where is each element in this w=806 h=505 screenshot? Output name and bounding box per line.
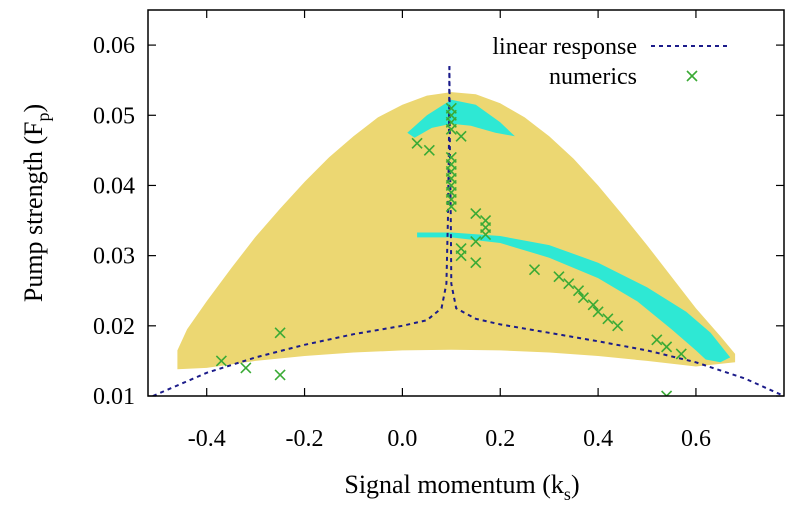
numerics-point: [423, 144, 435, 156]
numerics-point: [602, 313, 614, 325]
numerics-point: [675, 348, 687, 360]
cyan-lower-region: [417, 232, 731, 363]
numerics-point: [445, 123, 457, 135]
y-axis-title: Pump strength (Fp): [19, 104, 53, 302]
ticks-layer: -0.4 -0.2 0.0 0.2 0.4 0.6 0.01 0.02 0.03 0.04 0.05…: [93, 10, 784, 452]
numerics-point: [528, 264, 541, 276]
y-axis-title-sub: p: [33, 113, 53, 122]
numerics-point: [455, 130, 467, 142]
numerics-point: [445, 200, 457, 213]
numerics-point: [563, 278, 575, 290]
x-tick-label: 0.4: [583, 426, 613, 452]
x-axis-title: Signal momentum (ks): [344, 470, 579, 504]
y-tick-label: 0.01: [93, 384, 135, 410]
linear-response-line-1: [448, 66, 784, 396]
x-axis-title-sub: s: [564, 484, 571, 504]
legend: linear response numerics: [492, 34, 731, 90]
plot-frame: [147, 9, 785, 397]
numerics-point: [577, 292, 589, 304]
numerics-point: [612, 320, 624, 332]
numerics-point: [470, 207, 482, 220]
x-axis-title-end: ): [571, 470, 580, 499]
plot-area: [152, 66, 784, 396]
y-tick-label: 0.03: [93, 244, 135, 270]
legend-swatch-numerics: [686, 70, 698, 82]
numerics-point: [587, 299, 599, 311]
y-axis-title-end: ): [19, 104, 48, 113]
linear-response-line-0: [152, 66, 451, 396]
x-tick-label: -0.2: [286, 426, 324, 452]
numerics-point: [274, 327, 286, 339]
numerics-point: [470, 257, 482, 269]
numerics-point: [455, 250, 467, 262]
legend-label-numerics: numerics: [549, 64, 637, 90]
yellow-instability-region: [177, 92, 736, 370]
x-tick-label: 0.0: [387, 426, 417, 452]
x-tick-label: 0.6: [681, 426, 711, 452]
numerics-point: [411, 137, 423, 149]
lines-layer: [152, 66, 784, 396]
markers-layer: [215, 102, 687, 396]
numerics-legend-marker: [686, 70, 698, 82]
numerics-point: [592, 306, 604, 318]
regions-layer: [177, 92, 736, 370]
cyan-upper-region: [407, 99, 515, 138]
numerics-point: [572, 285, 585, 297]
numerics-point: [470, 236, 482, 248]
numerics-point: [480, 229, 492, 241]
numerics-point: [661, 390, 673, 396]
y-tick-label: 0.06: [93, 33, 135, 59]
x-tick-label: 0.2: [485, 426, 515, 452]
numerics-point: [240, 362, 252, 374]
y-tick-label: 0.05: [93, 103, 135, 129]
numerics-point: [651, 334, 663, 346]
legend-label-linear-response: linear response: [492, 34, 637, 60]
numerics-point: [553, 271, 565, 283]
numerics-point: [274, 369, 286, 381]
y-tick-label: 0.02: [93, 314, 135, 340]
numerics-point: [215, 355, 227, 367]
x-tick-label: -0.4: [188, 426, 226, 452]
numerics-point: [661, 341, 673, 353]
y-tick-label: 0.04: [93, 173, 135, 199]
